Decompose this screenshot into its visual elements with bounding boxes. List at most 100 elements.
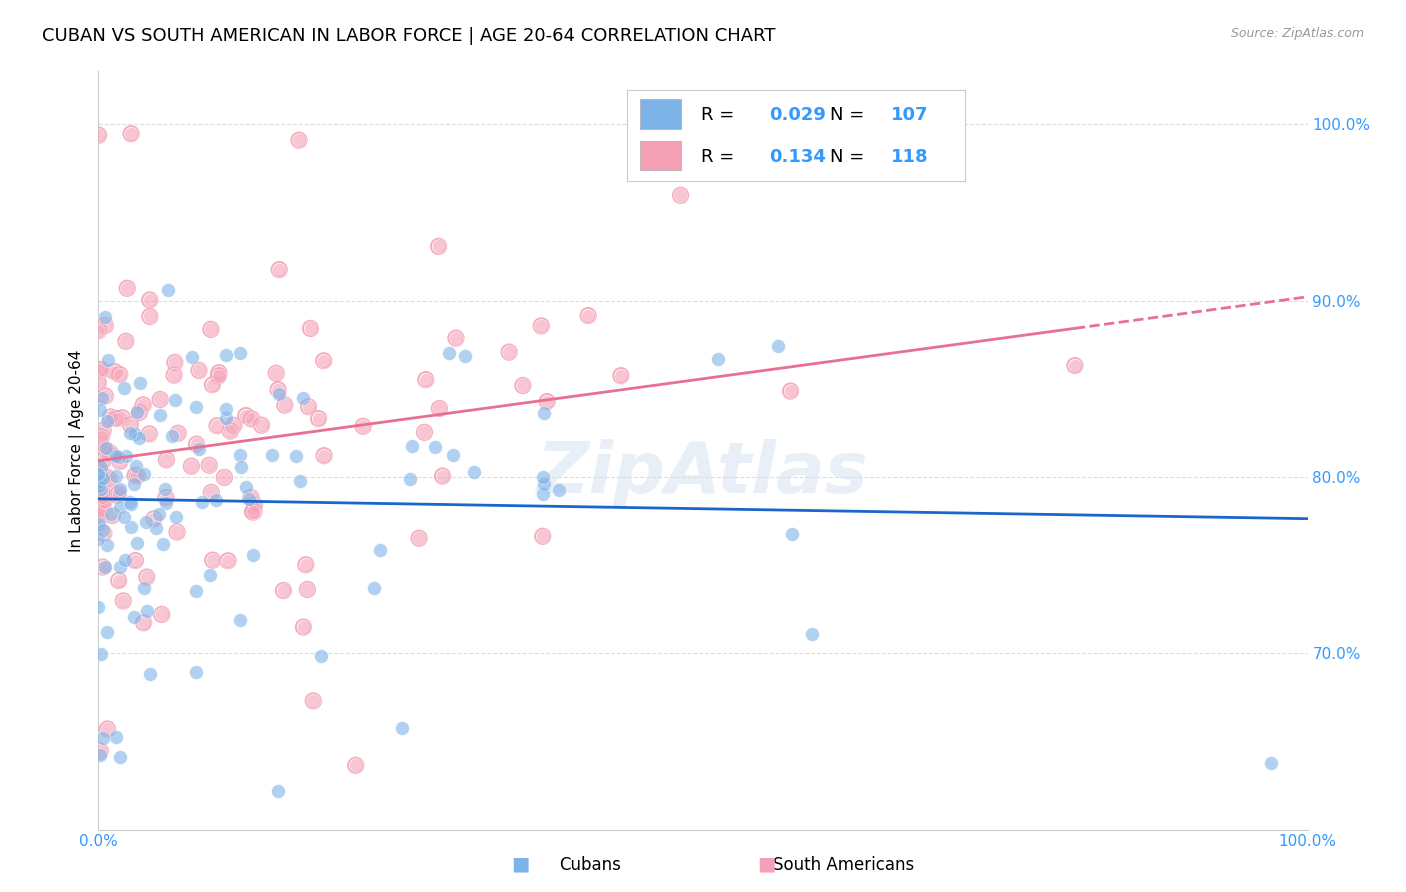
Point: [108, 450, 131, 465]
Point: [87, 470, 110, 484]
Point: [413, 425, 436, 440]
Point: [91, 454, 114, 468]
Point: [90, 647, 112, 661]
Point: [423, 440, 446, 454]
Point: [90, 430, 112, 444]
Point: [94, 389, 117, 403]
Point: [163, 368, 186, 383]
Point: [267, 383, 290, 397]
Point: [111, 410, 134, 425]
Point: [91, 560, 114, 574]
Point: [801, 627, 824, 641]
Point: [96, 470, 118, 484]
Point: [108, 500, 131, 514]
Point: [96, 443, 118, 458]
Point: [114, 553, 136, 567]
Point: [184, 665, 207, 680]
Point: [132, 398, 155, 412]
Point: [186, 437, 208, 451]
Point: [308, 411, 330, 425]
Point: [429, 401, 451, 416]
Point: [444, 331, 467, 345]
Point: [127, 468, 149, 483]
Point: [135, 570, 157, 584]
Point: [91, 731, 114, 745]
Point: [120, 417, 142, 432]
Point: [536, 394, 558, 409]
Point: [114, 510, 136, 524]
Point: [312, 353, 335, 368]
Point: [167, 426, 190, 441]
Point: [129, 376, 152, 391]
Point: [208, 366, 231, 380]
Point: [250, 418, 273, 433]
Point: [291, 391, 314, 405]
Point: [96, 443, 118, 458]
Point: [89, 403, 111, 417]
Point: [135, 570, 157, 584]
Point: [205, 418, 228, 433]
Point: [155, 496, 177, 510]
Point: [533, 406, 555, 420]
Point: [87, 324, 110, 338]
Point: [87, 517, 110, 532]
Point: [415, 373, 437, 387]
Point: [238, 491, 260, 506]
Point: [96, 624, 118, 639]
Point: [108, 455, 131, 469]
Point: [1064, 359, 1087, 373]
Point: [136, 604, 159, 618]
Point: [297, 582, 319, 597]
Point: [512, 378, 534, 392]
Point: [124, 553, 146, 567]
Point: [198, 567, 221, 582]
Point: [242, 505, 264, 519]
Point: [90, 362, 112, 376]
Point: [145, 521, 167, 535]
Point: [90, 438, 112, 452]
Point: [101, 508, 124, 523]
Text: ZipAtlas: ZipAtlas: [537, 439, 869, 508]
Point: [243, 498, 266, 512]
Point: [122, 476, 145, 491]
Point: [91, 523, 114, 537]
Point: [576, 309, 599, 323]
Point: [207, 368, 229, 383]
Point: [89, 744, 111, 758]
Point: [124, 553, 146, 567]
Point: [105, 488, 128, 502]
Point: [344, 758, 367, 772]
Point: [112, 381, 135, 395]
Point: [779, 384, 801, 398]
Point: [208, 366, 231, 380]
Point: [91, 490, 114, 504]
Point: [89, 460, 111, 475]
Point: [124, 468, 146, 483]
Point: [127, 404, 149, 418]
Point: [107, 487, 129, 501]
Point: [453, 349, 475, 363]
Point: [531, 529, 554, 543]
Point: [160, 429, 183, 443]
Point: [93, 526, 115, 541]
Point: [115, 281, 138, 295]
Point: [312, 449, 335, 463]
Point: [87, 376, 110, 390]
Point: [186, 584, 208, 599]
Point: [219, 424, 242, 438]
Point: [186, 437, 208, 451]
Point: [297, 400, 319, 414]
Point: [124, 426, 146, 441]
Point: [217, 554, 239, 568]
Point: [90, 500, 112, 514]
Point: [108, 750, 131, 764]
Point: [103, 365, 125, 379]
Point: [104, 449, 127, 463]
Point: [87, 511, 110, 525]
Point: [235, 480, 257, 494]
Point: [222, 418, 245, 433]
Point: [155, 491, 177, 505]
Point: [96, 470, 118, 484]
Point: [201, 553, 224, 567]
Point: [498, 345, 520, 359]
